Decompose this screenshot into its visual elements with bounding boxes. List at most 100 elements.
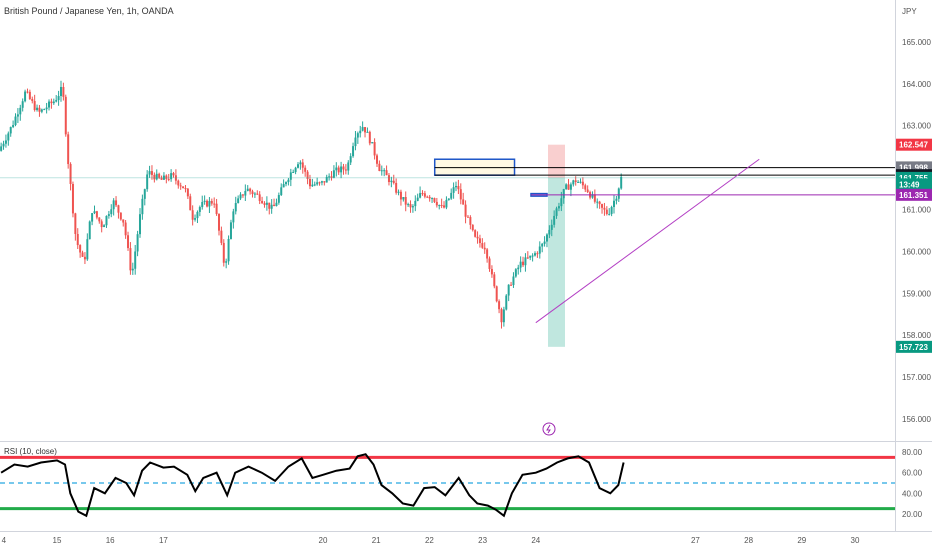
candle-body — [435, 201, 438, 206]
candle-body — [423, 193, 426, 197]
candle-body — [344, 169, 347, 171]
candle-body — [4, 140, 7, 144]
candle-body — [313, 184, 316, 186]
candle-body — [98, 217, 101, 222]
candle-body — [148, 171, 151, 175]
rsi-line[interactable] — [0, 453, 625, 518]
candles[interactable] — [0, 80, 623, 329]
candle-body — [239, 194, 242, 199]
candle-body — [493, 274, 496, 287]
candle-body — [483, 247, 486, 250]
candle-body — [383, 170, 386, 172]
candle-body — [265, 202, 268, 205]
candle-body — [529, 255, 532, 258]
candle-body — [620, 176, 623, 189]
candle-body — [143, 189, 146, 199]
candle-body — [387, 175, 390, 183]
candle-body — [495, 286, 498, 302]
candle-body — [601, 204, 604, 208]
candle-body — [74, 213, 77, 234]
candle-body — [610, 207, 613, 214]
candle-body — [7, 133, 10, 141]
candle-body — [395, 182, 398, 193]
candle-body — [474, 230, 477, 237]
candle-body — [253, 193, 256, 195]
candle-body — [452, 187, 455, 193]
candle-body — [160, 177, 163, 180]
candle-body — [36, 107, 39, 111]
candle-body — [371, 142, 374, 144]
candle-body — [318, 182, 321, 184]
candle-body — [519, 261, 522, 268]
candle-body — [220, 230, 223, 243]
candle-body — [115, 200, 118, 206]
candle-body — [447, 198, 450, 200]
candle-body — [229, 222, 232, 239]
candle-body — [138, 214, 141, 235]
candle-body — [19, 107, 22, 115]
candle-body — [323, 181, 326, 183]
candle-body — [500, 309, 503, 323]
time-axis[interactable]: 4151617202122232427282930Apr45 — [2, 536, 932, 545]
trendline[interactable] — [535, 158, 760, 324]
candle-body — [574, 180, 577, 182]
candle-body — [127, 235, 130, 249]
candle-body — [249, 188, 252, 192]
candle-body — [469, 217, 472, 225]
candle-body — [390, 180, 393, 183]
candle-body — [110, 209, 113, 215]
candle-body — [541, 243, 544, 247]
candle-body — [457, 185, 460, 190]
candle-body — [55, 100, 58, 102]
candle-body — [170, 173, 173, 180]
stop-loss-zone — [548, 144, 565, 178]
time-tick-label: 17 — [159, 536, 168, 545]
candle-body — [598, 201, 601, 205]
candle-body — [567, 184, 570, 190]
candle-body — [213, 203, 216, 205]
alert-icon[interactable] — [542, 422, 556, 436]
time-tick-label: 24 — [531, 536, 540, 545]
candle-body — [356, 133, 359, 138]
candle-body — [296, 164, 299, 168]
price-axis[interactable]: 165.000164.000163.000162.000161.000160.0… — [896, 38, 932, 424]
candle-body — [409, 204, 412, 208]
candle-body — [93, 211, 96, 214]
candle-body — [81, 252, 84, 257]
candle-body — [553, 215, 556, 225]
candle-body — [378, 163, 381, 172]
candle-body — [577, 181, 580, 183]
candle-body — [478, 238, 481, 244]
candle-body — [603, 207, 606, 210]
chart-title: British Pound / Japanese Yen, 1h, OANDA — [4, 6, 174, 16]
candle-body — [31, 98, 34, 102]
candle-body — [605, 209, 608, 215]
price-tick-label: 164.000 — [902, 80, 931, 89]
price-tick-label: 157.000 — [902, 373, 931, 382]
price-tick-label: 160.000 — [902, 247, 931, 256]
drawings[interactable] — [0, 158, 895, 324]
candle-body — [217, 214, 220, 231]
candle-body — [404, 197, 407, 205]
candle-body — [490, 268, 493, 275]
candle-body — [48, 101, 51, 108]
rsi-pane[interactable]: 80.00 60.00 40.00 20.00 — [0, 448, 923, 519]
candle-body — [2, 143, 5, 147]
candle-body — [459, 189, 462, 200]
candle-body — [557, 206, 560, 209]
rsi-title: RSI (10, close) — [4, 447, 57, 456]
candle-body — [579, 181, 582, 183]
candle-body — [38, 107, 41, 112]
time-tick-label: 21 — [372, 536, 381, 545]
candle-body — [462, 199, 465, 205]
candle-body — [16, 114, 19, 117]
candle-body — [241, 194, 244, 196]
candle-body — [100, 221, 103, 228]
candle-body — [275, 202, 278, 207]
candle-body — [466, 216, 469, 218]
rsi-tick-label: 40.00 — [902, 489, 923, 498]
candle-body — [141, 198, 144, 215]
price-tick-label: 159.000 — [902, 289, 931, 298]
candle-body — [524, 257, 527, 266]
